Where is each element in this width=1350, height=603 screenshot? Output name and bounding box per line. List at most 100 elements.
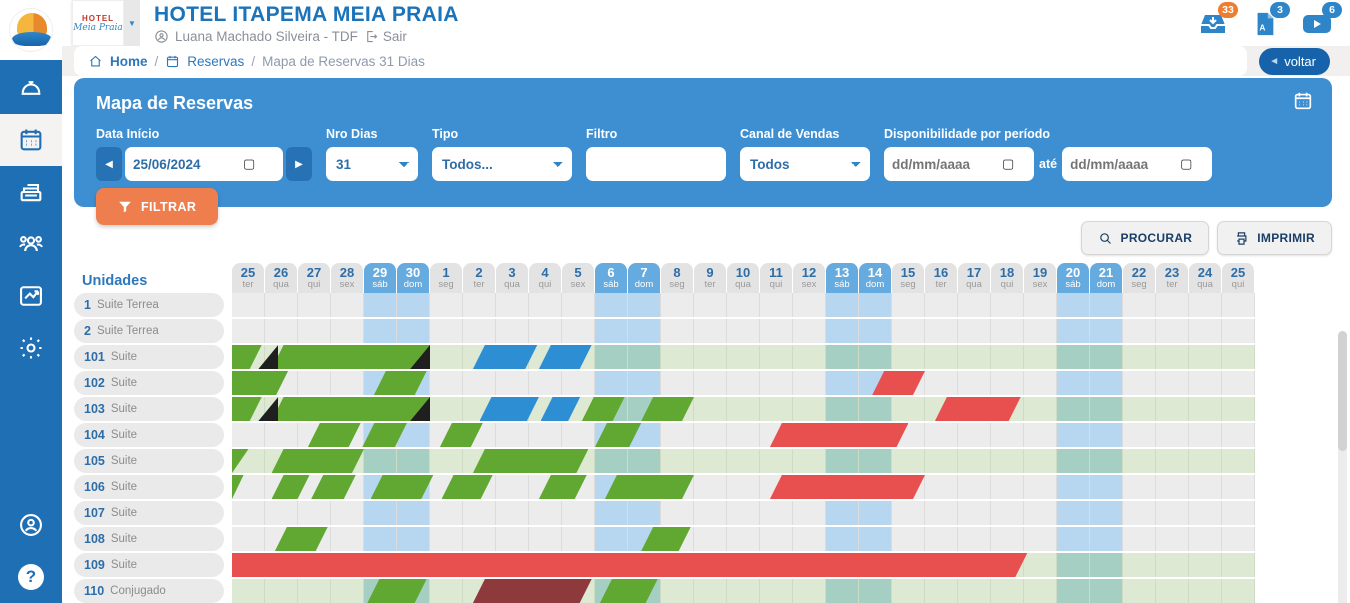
day-cell — [1189, 371, 1222, 395]
day-cell — [1156, 397, 1189, 421]
day-cell — [1156, 423, 1189, 447]
day-header-cell: 6 sáb — [595, 263, 628, 293]
sidebar-item-reception[interactable] — [0, 62, 62, 114]
sidebar-item-cashier[interactable] — [0, 166, 62, 218]
room-label[interactable]: 2 Suite Terrea — [74, 319, 224, 343]
day-cell — [1123, 319, 1156, 343]
day-header-cell: 2 ter — [463, 263, 496, 293]
search-icon — [1099, 232, 1111, 244]
day-cell — [1156, 579, 1189, 603]
breadcrumb-reservas[interactable]: Reservas — [187, 53, 245, 69]
room-label[interactable]: 101 Suite — [74, 345, 224, 369]
room-row: 1 Suite Terrea — [74, 293, 1332, 317]
back-button[interactable]: ◄ voltar — [1259, 47, 1330, 75]
day-cell — [1222, 449, 1255, 473]
room-label[interactable]: 102 Suite — [74, 371, 224, 395]
day-cell — [661, 371, 694, 395]
sidebar-item-account[interactable] — [0, 499, 62, 551]
prev-day-button[interactable]: ◀ — [96, 147, 122, 181]
field-filtro: Filtro — [586, 127, 726, 181]
filtro-input[interactable] — [586, 147, 726, 181]
room-label[interactable]: 106 Suite — [74, 475, 224, 499]
units-header: Unidades — [82, 273, 148, 289]
room-label[interactable]: 104 Suite — [74, 423, 224, 447]
room-label[interactable]: 109 Suite — [74, 553, 224, 577]
procurar-button[interactable]: PROCURAR — [1080, 221, 1210, 255]
calendar-picker-icon[interactable]: ▢ — [243, 156, 256, 171]
tipo-select[interactable]: Todos... — [432, 147, 572, 181]
sidebar-item-settings[interactable] — [0, 322, 62, 374]
logout-button[interactable]: Sair — [364, 29, 407, 44]
day-cell — [859, 527, 892, 551]
room-label[interactable]: 103 Suite — [74, 397, 224, 421]
disponibilidade-ate-input[interactable] — [1062, 148, 1181, 180]
reservation-bar-green[interactable] — [232, 475, 244, 499]
day-cell — [826, 371, 859, 395]
reservation-bar-red[interactable] — [232, 553, 1027, 577]
day-cell — [925, 423, 958, 447]
top-header: HOTEL Meia Praia ▼ HOTEL ITAPEMA MEIA PR… — [62, 0, 1350, 46]
day-cell — [331, 501, 364, 525]
day-cell — [958, 319, 991, 343]
room-label[interactable]: 105 Suite — [74, 449, 224, 473]
day-cell — [661, 449, 694, 473]
next-day-button[interactable]: ▶ — [286, 147, 312, 181]
nro-dias-select[interactable]: 31 — [326, 147, 418, 181]
reservation-bar-maroon[interactable] — [473, 579, 592, 603]
calendar-picker-icon[interactable]: ▢ — [1002, 156, 1015, 171]
day-cell — [397, 501, 430, 525]
video-button[interactable]: 6 — [1302, 1, 1342, 42]
data-inicio-input[interactable] — [125, 148, 243, 180]
reservation-bar-green[interactable] — [371, 475, 434, 499]
reservation-bar-red[interactable] — [770, 475, 925, 499]
room-label[interactable]: 1 Suite Terrea — [74, 293, 224, 317]
filtrar-button[interactable]: FILTRAR — [96, 188, 219, 225]
sidebar-item-reservations[interactable] — [0, 114, 62, 166]
day-cell — [496, 319, 529, 343]
inbox-button[interactable]: 33 — [1198, 1, 1238, 42]
day-header-cell: 9 ter — [694, 263, 727, 293]
room-track — [232, 345, 1255, 369]
room-label[interactable]: 110 Conjugado — [74, 579, 224, 603]
day-cell — [793, 579, 826, 603]
room-label[interactable]: 107 Suite — [74, 501, 224, 525]
day-cell — [595, 527, 628, 551]
disponibilidade-de-input[interactable] — [884, 148, 1002, 180]
reservation-bar-blue[interactable] — [473, 345, 537, 369]
reservation-bar-green[interactable] — [473, 449, 589, 473]
canal-select[interactable]: Todos — [740, 147, 870, 181]
breadcrumb-home[interactable]: Home — [110, 53, 148, 69]
day-cell — [1189, 345, 1222, 369]
reservation-bar-green[interactable] — [272, 345, 430, 369]
day-cell — [793, 501, 826, 525]
vertical-scrollbar[interactable] — [1338, 331, 1347, 603]
reservation-bar-red[interactable] — [770, 423, 909, 447]
day-cell — [793, 527, 826, 551]
sidebar-item-reports[interactable] — [0, 270, 62, 322]
room-label[interactable]: 108 Suite — [74, 527, 224, 551]
room-row: 2 Suite Terrea — [74, 319, 1332, 343]
reservation-bar-red[interactable] — [935, 397, 1021, 421]
reservation-bar-green[interactable] — [272, 397, 430, 421]
day-cell — [331, 371, 364, 395]
imprimir-button[interactable]: IMPRIMIR — [1217, 221, 1332, 255]
panel-calendar-button[interactable] — [1292, 90, 1314, 117]
day-cell — [1057, 371, 1090, 395]
day-cell — [760, 345, 793, 369]
calendar-picker-icon[interactable]: ▢ — [1180, 156, 1193, 171]
reservation-bar-green[interactable] — [272, 449, 364, 473]
chevron-down-icon[interactable]: ▼ — [124, 0, 140, 46]
hotel-selector[interactable]: HOTEL Meia Praia ▼ — [72, 0, 140, 46]
room-row: 109 Suite — [74, 553, 1332, 577]
day-cell — [793, 371, 826, 395]
day-cell — [925, 371, 958, 395]
printer-icon — [1237, 231, 1247, 245]
reservation-bar-green[interactable] — [605, 475, 694, 499]
grid-actions: PROCURAR IMPRIMIR — [74, 221, 1332, 255]
pdf-button[interactable]: A 3 — [1250, 1, 1290, 42]
sidebar-item-guests[interactable] — [0, 218, 62, 270]
app-logo[interactable] — [0, 0, 62, 60]
day-cell — [694, 579, 727, 603]
sidebar-item-help[interactable]: ? — [0, 551, 62, 603]
day-cell — [1090, 579, 1123, 603]
